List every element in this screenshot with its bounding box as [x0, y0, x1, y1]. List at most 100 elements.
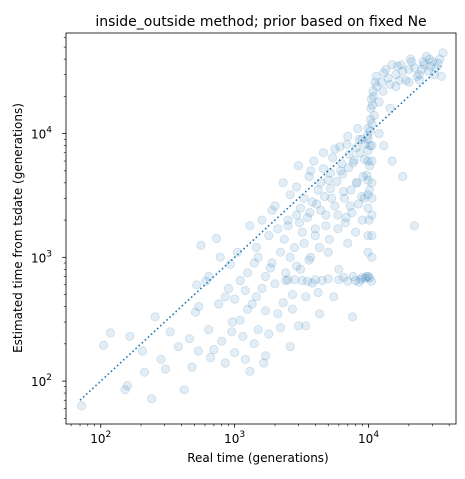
- data-point: [409, 221, 419, 231]
- data-point: [404, 77, 414, 87]
- data-point: [325, 168, 336, 178]
- data-point: [193, 346, 203, 356]
- data-point: [307, 278, 317, 288]
- data-point: [404, 64, 414, 75]
- data-point: [190, 307, 201, 317]
- data-point: [425, 61, 436, 71]
- data-point: [211, 233, 221, 244]
- data-point: [310, 275, 320, 285]
- data-point: [220, 292, 230, 302]
- data-point: [421, 51, 431, 62]
- data-point: [370, 77, 380, 87]
- data-point: [343, 276, 353, 286]
- data-point: [323, 247, 333, 257]
- data-point: [343, 163, 354, 173]
- data-point: [368, 91, 379, 101]
- data-point: [273, 224, 283, 234]
- data-point: [283, 275, 293, 285]
- data-point: [321, 221, 331, 231]
- data-point: [398, 66, 408, 76]
- data-point: [318, 148, 328, 158]
- data-point: [184, 334, 195, 344]
- data-point: [405, 54, 415, 64]
- data-point: [367, 231, 377, 241]
- data-point: [301, 321, 311, 331]
- data-point: [302, 212, 313, 223]
- data-point: [354, 277, 364, 287]
- data-point: [225, 259, 235, 269]
- data-point: [359, 154, 369, 164]
- data-point: [194, 301, 204, 312]
- data-point: [340, 218, 350, 228]
- data-point: [209, 344, 219, 355]
- data-point: [122, 380, 133, 391]
- data-point: [368, 86, 378, 96]
- data-point: [280, 275, 291, 286]
- data-point: [278, 298, 288, 308]
- data-point: [285, 341, 295, 352]
- data-point: [357, 134, 367, 144]
- data-point: [378, 86, 388, 96]
- data-point: [301, 292, 311, 302]
- data-point: [367, 210, 377, 220]
- data-point: [337, 159, 347, 169]
- data-point: [137, 346, 148, 356]
- data-point: [249, 258, 259, 268]
- data-point: [350, 275, 361, 286]
- data-point: [363, 231, 373, 241]
- y-ticks-layer: 102 103 104: [31, 37, 66, 419]
- data-point: [295, 264, 305, 274]
- data-point: [436, 71, 446, 82]
- data-point: [283, 221, 293, 231]
- data-point: [348, 271, 358, 282]
- data-point: [347, 208, 357, 218]
- data-point: [280, 268, 291, 278]
- data-point: [329, 292, 339, 302]
- data-point: [355, 148, 365, 158]
- data-point: [367, 119, 377, 129]
- data-point: [362, 131, 372, 141]
- data-point: [354, 134, 364, 144]
- data-point: [376, 77, 387, 87]
- data-point: [235, 275, 245, 286]
- data-point: [235, 315, 245, 325]
- data-point: [289, 242, 300, 253]
- data-point: [253, 252, 263, 262]
- data-point: [333, 210, 343, 220]
- data-point: [387, 156, 397, 166]
- data-point: [407, 57, 417, 67]
- data-point: [294, 218, 305, 228]
- data-point: [359, 193, 369, 203]
- data-point: [291, 182, 302, 192]
- data-point: [287, 304, 297, 314]
- data-point: [365, 161, 375, 171]
- data-point: [214, 299, 224, 309]
- data-point: [319, 191, 330, 202]
- data-point: [297, 227, 307, 237]
- data-point: [342, 139, 352, 149]
- data-point: [367, 193, 377, 203]
- data-point: [324, 234, 334, 244]
- data-point: [264, 231, 274, 241]
- data-point: [249, 339, 259, 349]
- data-point: [357, 191, 367, 202]
- data-point: [279, 234, 289, 244]
- data-point: [257, 283, 267, 294]
- data-point: [385, 79, 395, 90]
- data-point: [325, 183, 336, 194]
- data-point: [230, 294, 240, 304]
- data-point: [310, 231, 320, 241]
- x-tick-label: 102: [90, 430, 111, 446]
- data-point: [313, 185, 323, 195]
- data-point: [304, 255, 314, 265]
- data-point: [429, 70, 439, 80]
- data-point: [245, 366, 255, 376]
- data-point: [217, 336, 227, 346]
- data-point: [247, 299, 257, 309]
- y-tick-label: 102: [31, 373, 52, 389]
- data-point: [366, 103, 376, 113]
- data-point: [257, 215, 267, 225]
- data-point: [334, 275, 344, 285]
- data-point: [346, 185, 356, 195]
